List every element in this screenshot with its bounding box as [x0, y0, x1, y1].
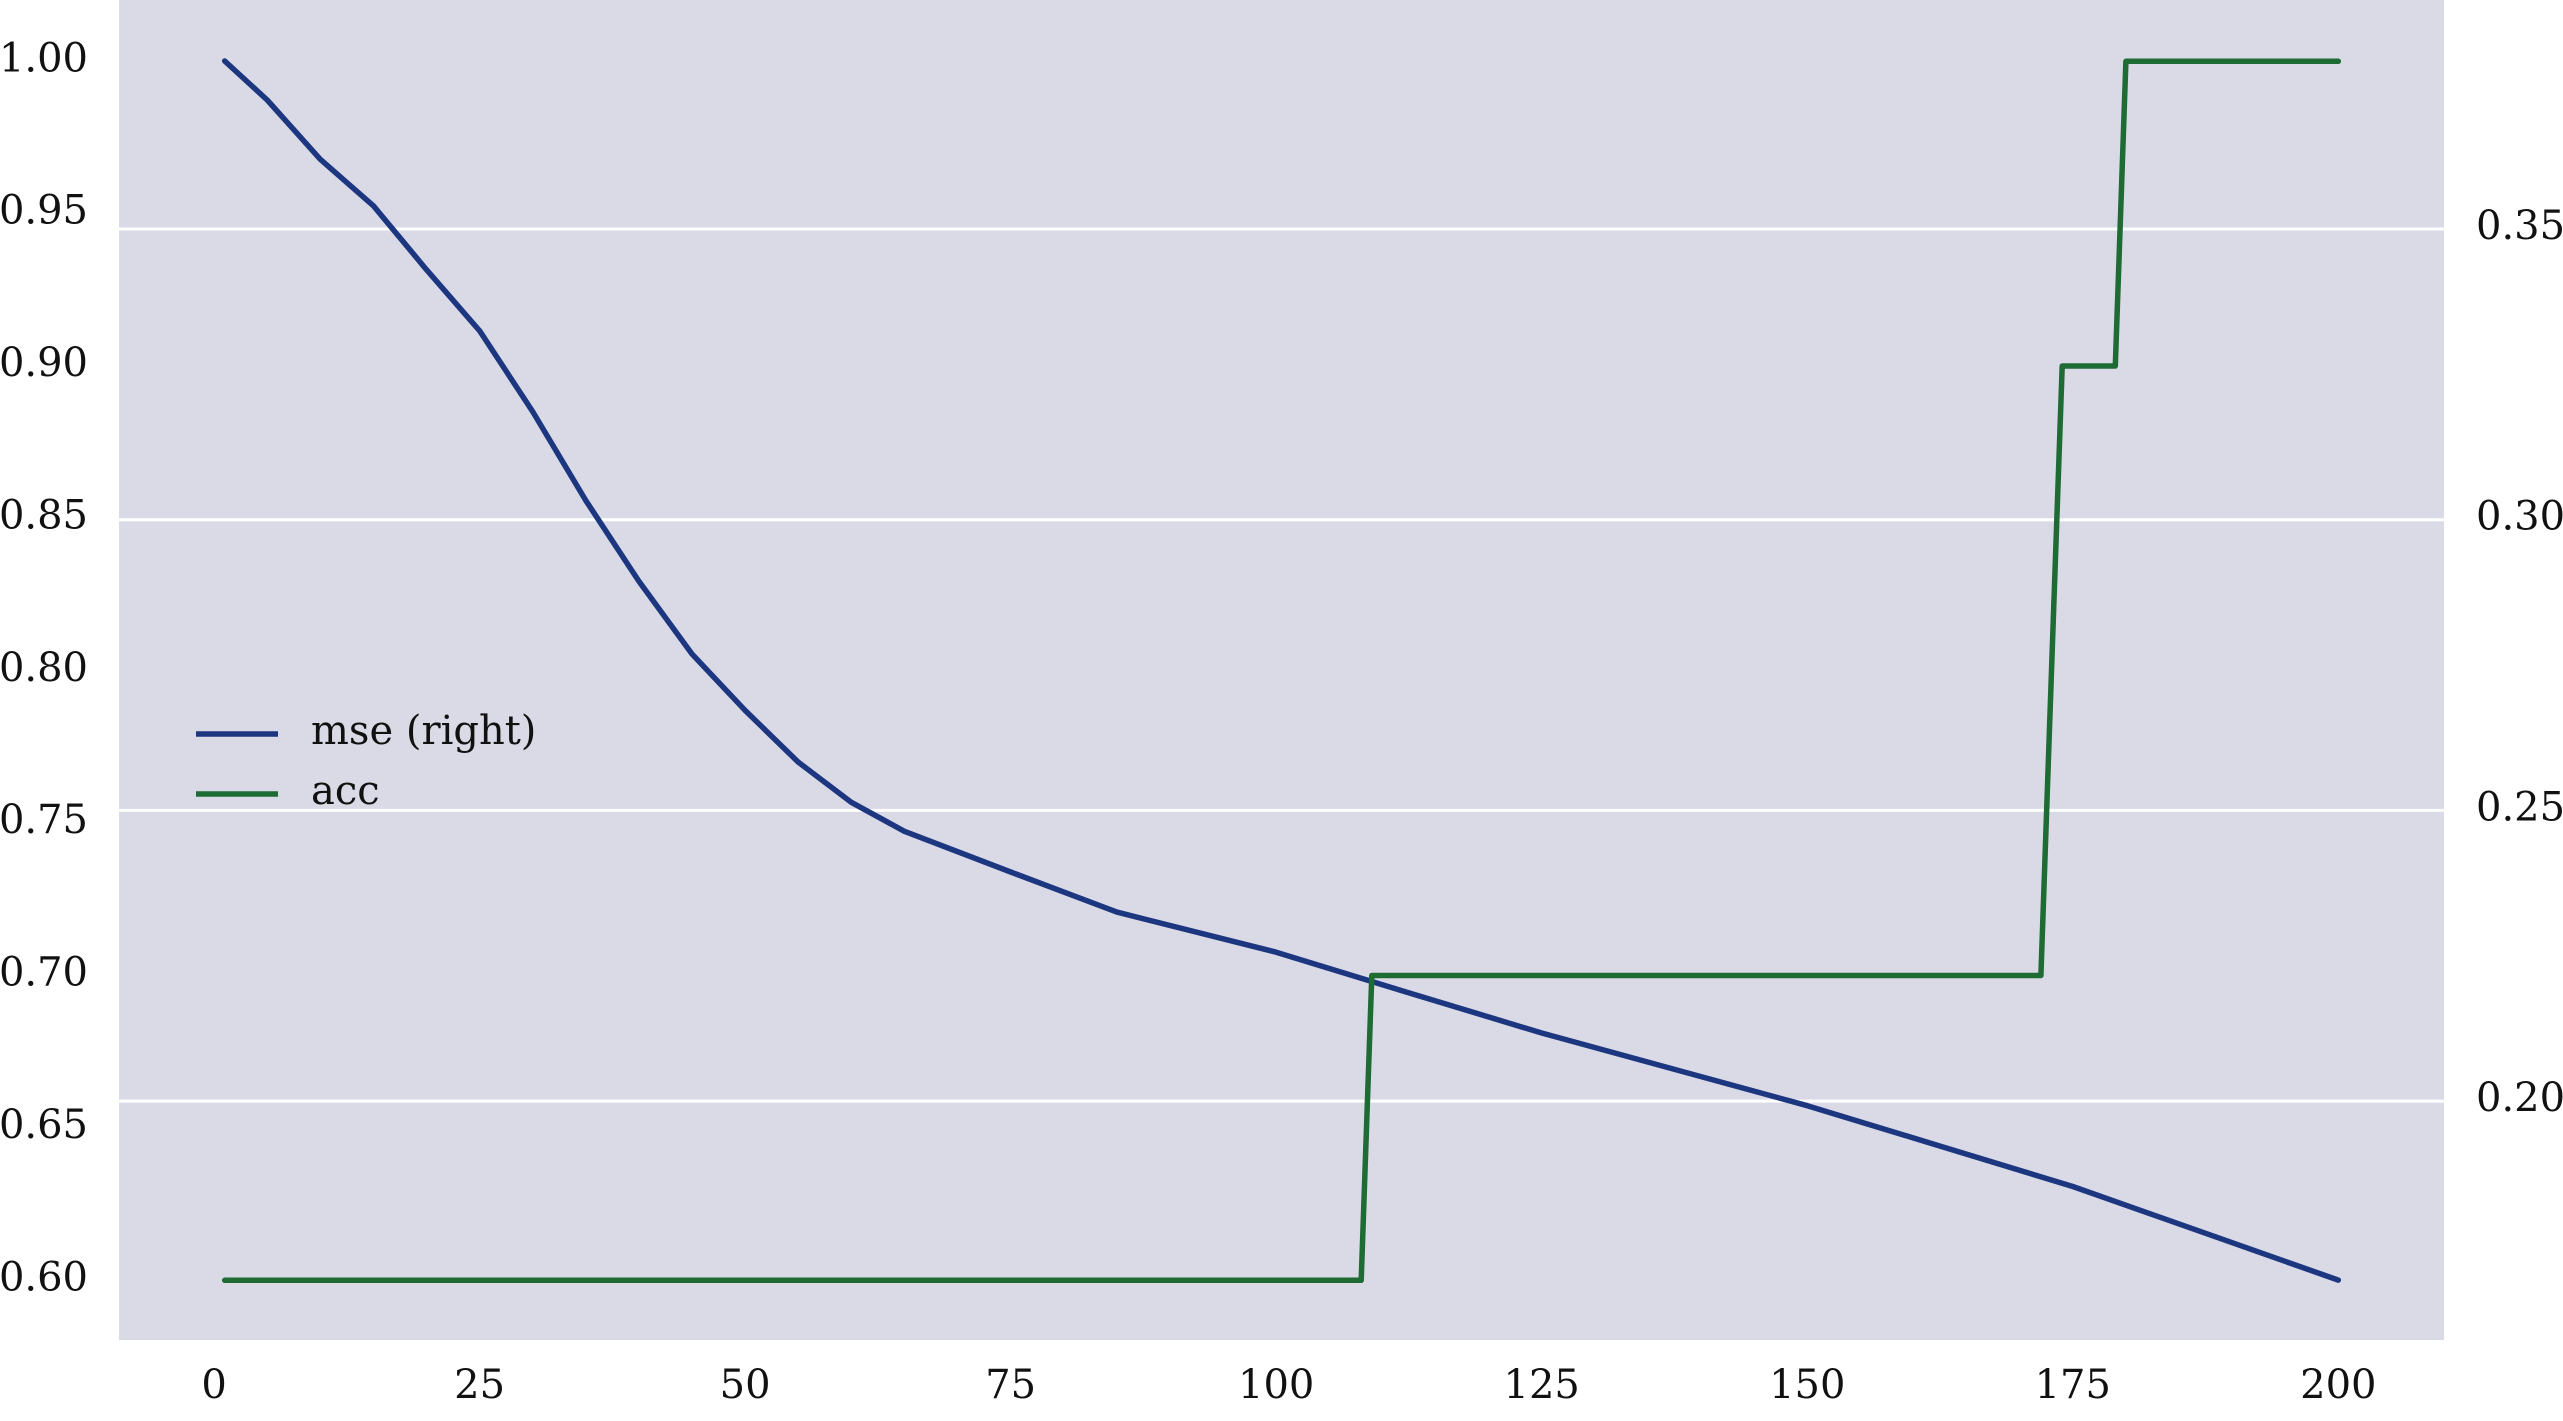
x-tick-label: 175	[2035, 1362, 2111, 1408]
y2-tick-label: 0.30	[2476, 494, 2563, 540]
legend-label: mse (right)	[311, 708, 536, 754]
x-tick-label: 75	[985, 1362, 1036, 1408]
y-tick-label: 0.75	[0, 797, 88, 843]
series-line	[221, 58, 2342, 1283]
x-tick-label: 200	[2300, 1362, 2376, 1408]
y-tick-label: 0.65	[0, 1102, 88, 1148]
x-tick-label: 0	[201, 1362, 226, 1408]
x-tick-label: 50	[720, 1362, 771, 1408]
y2-tick-label: 0.25	[2476, 784, 2563, 830]
x-tick-label: 25	[454, 1362, 505, 1408]
plot-area	[119, 0, 2444, 1340]
legend-label: acc	[311, 768, 380, 814]
y2-tick-label: 0.20	[2476, 1075, 2563, 1121]
y-tick-label: 1.00	[0, 35, 88, 81]
y-tick-label: 0.80	[0, 645, 88, 691]
y-tick-label: 0.70	[0, 950, 88, 996]
x-tick-label: 125	[1504, 1362, 1580, 1408]
y-tick-label: 0.60	[0, 1254, 88, 1300]
x-tick-label: 100	[1238, 1362, 1314, 1408]
y-tick-label: 0.95	[0, 188, 88, 234]
y-tick-label: 0.90	[0, 340, 88, 386]
y-tick-label: 0.85	[0, 492, 88, 538]
y2-tick-label: 0.35	[2476, 203, 2563, 249]
series-line	[221, 58, 2342, 1284]
x-tick-label: 150	[1769, 1362, 1845, 1408]
